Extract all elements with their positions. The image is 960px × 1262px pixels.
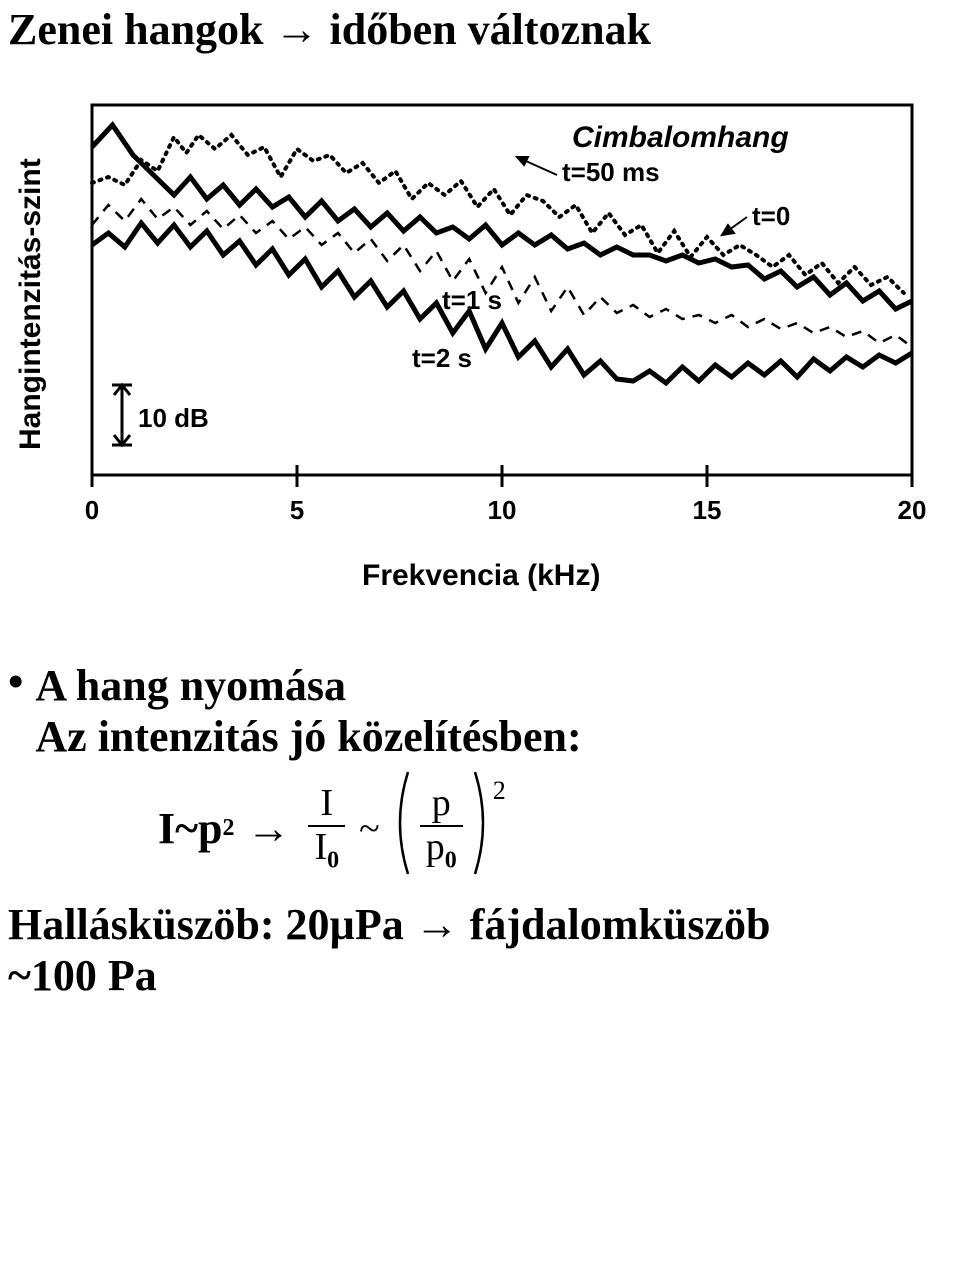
db-marker-label: 10 dB: [138, 403, 209, 433]
series-label-t=0: t=0: [752, 201, 790, 231]
page-title: Zenei hangok → időben változnak: [8, 4, 952, 55]
bullet-line-1: A hang nyomása: [35, 660, 581, 711]
formula-lhs: I~p: [158, 803, 222, 854]
arrow-icon: →: [246, 803, 290, 854]
series-label-t=1-s: t=1 s: [442, 285, 502, 315]
frac-p: p p0: [420, 783, 463, 874]
x-tick-0: 0: [85, 495, 99, 525]
y-axis-label: Hangintenzitás-szint: [14, 158, 47, 450]
frac-p-num: p: [420, 783, 463, 827]
hearing-threshold-line: Hallásküszöb: 20µPa → fájdalomküszöb: [8, 899, 952, 950]
x-axis-label: Frekvencia (kHz): [362, 559, 600, 592]
plot-border: [92, 105, 912, 475]
formula: I~p2 → I I0 ~ p p0 2: [158, 768, 952, 889]
series-label-t=2-s: t=2 s: [412, 343, 472, 373]
x-tick-20: 20: [898, 495, 927, 525]
series-label-t=50-ms: t=50 ms: [562, 157, 660, 187]
formula-lhs-exp: 2: [222, 815, 234, 842]
bullet-block: • A hang nyomása Az intenzitás jó közelí…: [8, 660, 952, 762]
chart-inner-title: Cimbalomhang: [572, 121, 789, 154]
right-paren-icon: [471, 768, 493, 889]
bullet-line-2: Az intenzitás jó közelítésben:: [35, 711, 581, 762]
left-paren-icon: [390, 768, 412, 889]
frac-I-num: I: [308, 783, 345, 827]
formula-outer-exp: 2: [493, 776, 506, 806]
frac-p-den: p0: [420, 827, 463, 874]
tilde: ~: [359, 807, 380, 851]
spectrum-chart: Hangintenzitás-szint Cimbalomhang t=50 m…: [12, 85, 952, 610]
pain-threshold-line: ~100 Pa: [8, 950, 952, 1001]
chart-svg: Hangintenzitás-szint Cimbalomhang t=50 m…: [12, 85, 942, 605]
x-tick-5: 5: [290, 495, 304, 525]
x-tick-15: 15: [693, 495, 722, 525]
x-tick-10: 10: [488, 495, 517, 525]
frac-I: I I0: [308, 783, 345, 874]
frac-I-den: I0: [308, 827, 345, 874]
bullet-dot-icon: •: [8, 660, 23, 704]
